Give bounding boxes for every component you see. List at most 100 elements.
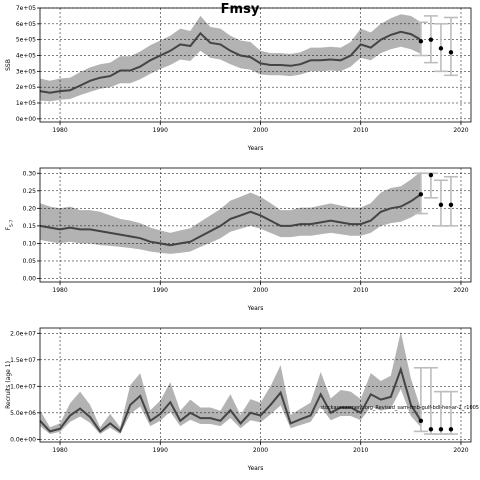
x-tick-label: 2000 [253,287,268,294]
x-tick-label: 1990 [153,447,168,454]
y-tick-label: 1.5e+07 [10,357,36,364]
forecast-point [448,50,454,55]
forecast-point [418,192,424,197]
series-line [39,193,422,247]
y-tick-label: 3e+05 [16,68,36,75]
x-tick-label: 2020 [453,287,468,294]
x-tick: 2000 [253,122,268,134]
y-tick: 0.20 [23,205,40,212]
y-tick-label: 0.10 [23,240,37,247]
chart-title: Fmsy [221,2,260,17]
x-tick-label: 2000 [253,127,268,134]
y-tick: 0.0e+00 [10,436,40,443]
y-tick: 3e+05 [16,68,40,75]
x-tick-label: 1980 [52,287,67,294]
y-tick-label: 0e+00 [16,116,36,123]
x-tick: 1980 [52,442,68,454]
y-tick: 0.25 [23,188,40,195]
x-tick: 2000 [253,442,268,454]
x-tick: 1990 [153,282,168,294]
x-tick: 2010 [353,282,369,294]
x-tick: 1980 [52,122,68,134]
y-tick: 6e+05 [16,21,40,28]
x-axis-label: Years [247,145,264,152]
y-tick: 2.0e+07 [10,330,40,337]
y-tick: 0.05 [23,258,40,265]
y-tick-label: 0.25 [23,188,37,195]
forecast-point [428,172,434,178]
x-axis-label: Years [247,465,264,472]
source-annotation: stockassessment.org_Revised_sam-tmb-gulf… [320,405,479,411]
y-tick: 0e+00 [16,116,40,123]
y-tick: 0.30 [23,170,40,177]
y-tick: 5.0e+06 [10,410,40,417]
y-tick: 7e+05 [16,5,40,12]
x-tick-label: 2020 [453,447,468,454]
y-tick-label: 2e+05 [16,84,36,91]
x-tick: 2020 [453,442,469,454]
forecast-point [448,427,454,432]
y-tick-label: 0.30 [23,170,37,177]
x-tick-label: 2010 [353,287,368,294]
x-tick: 2020 [453,122,469,134]
y-tick-label: 0.15 [23,223,37,230]
plot-frame [39,7,472,123]
x-tick-label: 1980 [52,127,67,134]
y-tick: 1.5e+07 [10,357,40,364]
x-tick-label: 1990 [153,287,168,294]
y-axis-label: SSB [5,59,12,71]
panels: 1980 1990 2000 2010 2020 0e+00 1e+05 2e+05 3e+05… [5,5,472,472]
y-tick-label: 1e+05 [16,100,36,107]
panel-recruitment: 1980 1990 2000 2010 2020 0.0e+00 5.0e+06 1.0e+0… [5,327,472,472]
y-tick-label: 2.0e+07 [10,330,36,337]
x-tick: 2010 [353,122,369,134]
x-tick-label: 2000 [253,447,268,454]
x-tick: 2020 [453,282,469,294]
y-tick: 4e+05 [16,53,40,60]
forecast-point [428,37,434,42]
y-tick-label: 5e+05 [16,37,36,44]
y-tick-label: 0.05 [23,258,37,265]
x-tick-label: 2010 [353,447,368,454]
x-tick: 1990 [153,122,168,134]
x-axis-label: Years [247,305,264,312]
y-tick-label: 0.20 [23,205,37,212]
confidence-band [40,331,421,434]
x-tick-label: 2010 [353,127,368,134]
plot-frame [39,327,472,443]
y-tick: 0.15 [23,223,40,230]
forecast-point [418,39,424,44]
y-tick-label: 4e+05 [16,53,36,60]
y-tick-label: 1.0e+07 [10,383,36,390]
series-line [39,366,422,434]
confidence-band [40,14,421,102]
x-tick: 2000 [253,282,268,294]
y-tick: 2e+05 [16,84,40,91]
x-tick-label: 1980 [52,447,67,454]
confidence-band [40,171,421,254]
x-tick: 1980 [52,282,68,294]
y-axis-label: F5-7 [5,219,15,230]
forecast-point [438,46,444,51]
y-axis-label-main: F [5,226,12,230]
y-tick-label: 7e+05 [16,5,36,12]
y-tick-label: 0.0e+00 [10,436,36,443]
y-axis-label-sub: 5-7 [9,219,15,226]
x-tick: 1990 [153,442,168,454]
x-tick-label: 2020 [453,127,468,134]
y-tick: 0.00 [23,275,40,282]
series-line [39,30,422,94]
y-tick: 0.10 [23,240,40,247]
forecast-point [438,427,444,432]
y-axis-label: Recruits (age 1) [5,361,12,409]
y-tick-label: 6e+05 [16,21,36,28]
forecast-point [428,427,434,432]
panel-f: 1980 1990 2000 2010 2020 0.00 0.05 0.10 0.15 0.20… [5,167,472,312]
plot-frame [39,167,472,283]
forecast-point [448,202,454,208]
x-tick: 2010 [353,442,369,454]
forecast-point [438,202,444,208]
forecast-point [418,418,424,423]
y-tick-label: 0.00 [23,275,37,282]
